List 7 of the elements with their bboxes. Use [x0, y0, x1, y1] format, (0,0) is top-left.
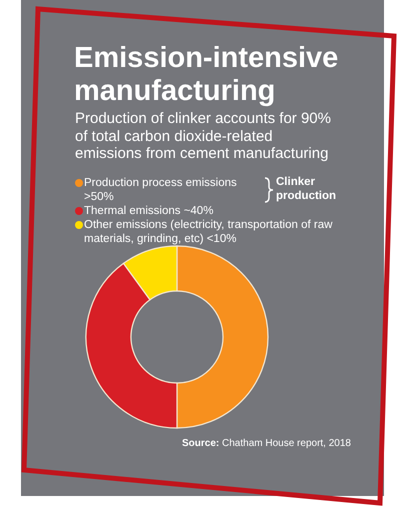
source-note: Source: Chatham House report, 2018 — [182, 438, 351, 449]
legend-label: Production process emissions >50% — [84, 176, 238, 204]
text: Clinker production — [276, 175, 338, 203]
legend-label: Other emissions (electricity, transportation of raw materials, grinding, etc) <10% — [84, 218, 334, 246]
chart-title: Emission-intensive manufacturing — [74, 42, 340, 108]
chart-subtitle: Production of clinker accounts for 90% of total carbon dioxide-related emissions from cement manufacturing — [75, 110, 332, 162]
legend-label: Thermal emissions ~40% — [84, 204, 214, 218]
